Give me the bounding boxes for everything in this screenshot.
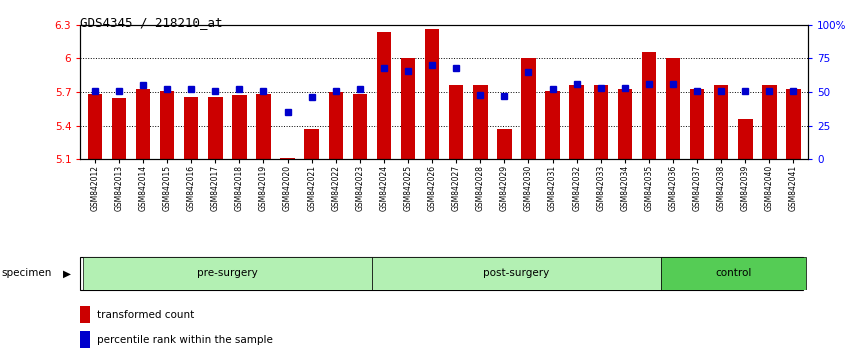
Bar: [546, 91, 560, 159]
Bar: [762, 85, 777, 159]
Text: GDS4345 / 218210_at: GDS4345 / 218210_at: [80, 16, 222, 29]
Bar: [256, 94, 271, 159]
Bar: [328, 92, 343, 159]
Bar: [786, 88, 800, 159]
Bar: [88, 94, 102, 159]
Bar: [305, 129, 319, 159]
Bar: [473, 85, 487, 159]
Bar: [661, 257, 805, 290]
Bar: [521, 58, 536, 159]
Bar: [184, 97, 199, 159]
Bar: [738, 119, 753, 159]
Bar: [208, 97, 222, 159]
Text: post-surgery: post-surgery: [483, 268, 550, 279]
Bar: [618, 88, 632, 159]
Bar: [112, 98, 126, 159]
Bar: [135, 88, 151, 159]
Text: percentile rank within the sample: percentile rank within the sample: [97, 335, 273, 344]
Bar: [425, 29, 439, 159]
Bar: [80, 306, 90, 323]
Bar: [642, 52, 656, 159]
Bar: [83, 257, 372, 290]
Bar: [569, 85, 584, 159]
Bar: [401, 58, 415, 159]
Text: ▶: ▶: [63, 268, 71, 279]
Bar: [714, 85, 728, 159]
Text: pre-surgery: pre-surgery: [197, 268, 258, 279]
Bar: [160, 91, 174, 159]
Bar: [372, 257, 661, 290]
Bar: [376, 32, 391, 159]
Bar: [353, 94, 367, 159]
Text: specimen: specimen: [2, 268, 52, 279]
Bar: [280, 158, 294, 159]
Bar: [594, 85, 608, 159]
Bar: [497, 129, 512, 159]
Text: transformed count: transformed count: [97, 310, 195, 320]
Bar: [449, 85, 464, 159]
Text: control: control: [715, 268, 751, 279]
Bar: [689, 88, 705, 159]
Bar: [80, 331, 90, 348]
Bar: [666, 58, 680, 159]
Bar: [232, 95, 246, 159]
